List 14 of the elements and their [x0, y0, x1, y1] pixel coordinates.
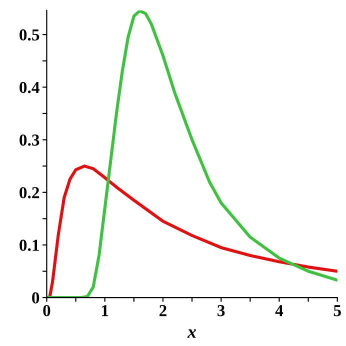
line-series — [46, 10, 338, 298]
y-tick-label: 0.3 — [20, 134, 40, 146]
y-tick-label: 0 — [32, 292, 40, 304]
x-tick-label: 4 — [275, 305, 284, 316]
x-tick-label: 3 — [218, 305, 225, 316]
x-tick-label: 0 — [43, 304, 50, 316]
y-tick-label: 0.1 — [20, 240, 39, 251]
y-tick-label: 0.4 — [20, 82, 40, 94]
y-tick-label: 0.5 — [20, 29, 40, 41]
x-axis-title: x — [187, 329, 196, 338]
x-tick-label: 5 — [334, 305, 341, 316]
x-tick-label: 1 — [102, 305, 108, 316]
x-tick-label: 2 — [160, 305, 166, 316]
y-tick-label: 0.2 — [20, 187, 40, 198]
